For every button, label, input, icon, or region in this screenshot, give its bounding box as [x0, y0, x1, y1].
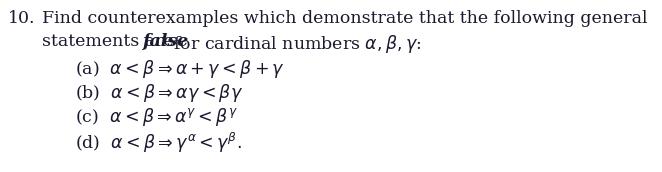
- Text: for cardinal numbers $\alpha, \beta, \gamma$:: for cardinal numbers $\alpha, \beta, \ga…: [168, 33, 422, 55]
- Text: (a)  $\alpha < \beta \Rightarrow \alpha + \gamma < \beta + \gamma$: (a) $\alpha < \beta \Rightarrow \alpha +…: [75, 58, 285, 80]
- Text: Find counterexamples which demonstrate that the following general: Find counterexamples which demonstrate t…: [42, 10, 647, 27]
- Text: (d)  $\alpha < \beta \Rightarrow \gamma^{\alpha} < \gamma^{\beta}.$: (d) $\alpha < \beta \Rightarrow \gamma^{…: [75, 130, 242, 155]
- Text: statements are: statements are: [42, 33, 179, 50]
- Text: (c)  $\alpha < \beta \Rightarrow \alpha^{\gamma} < \beta^{\gamma}$: (c) $\alpha < \beta \Rightarrow \alpha^{…: [75, 106, 238, 128]
- Text: 10.: 10.: [8, 10, 36, 27]
- Text: (b)  $\alpha < \beta \Rightarrow \alpha\gamma < \beta\gamma$: (b) $\alpha < \beta \Rightarrow \alpha\g…: [75, 82, 243, 104]
- Text: false: false: [142, 33, 188, 50]
